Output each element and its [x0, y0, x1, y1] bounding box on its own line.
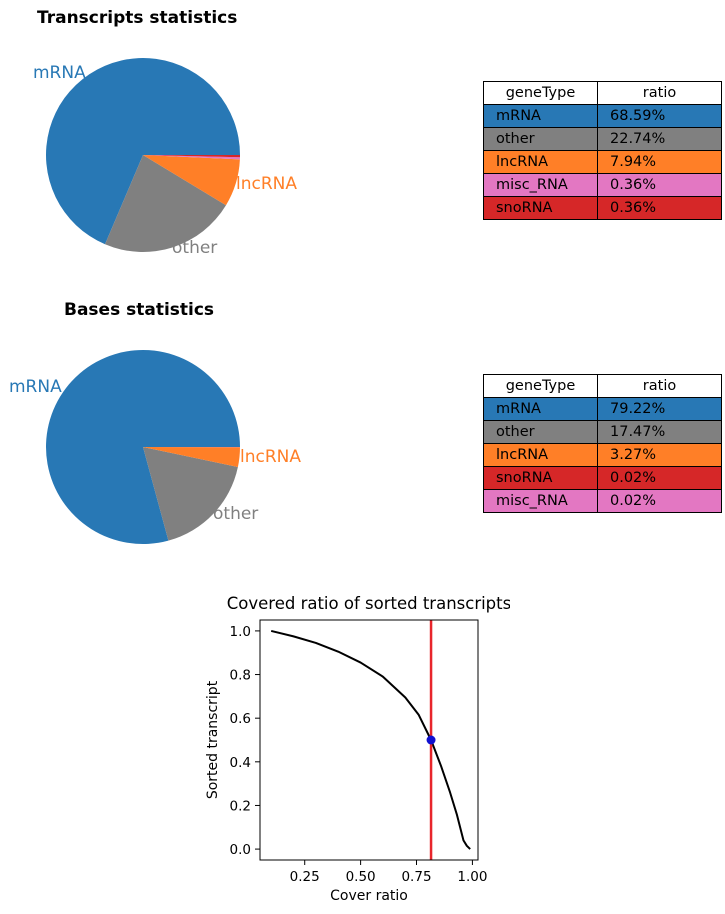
- table-row: other 17.47%: [483, 420, 722, 444]
- table-row: mRNA 68.59%: [483, 104, 722, 128]
- median-marker-point: [426, 735, 436, 745]
- x-tick-label: 0.25: [290, 869, 320, 885]
- gene-type-cell: mRNA: [483, 104, 598, 128]
- table-row: misc_RNA 0.36%: [483, 173, 722, 197]
- pie-label-lncrna: lncRNA: [236, 174, 297, 194]
- y-tick-label: 1.0: [230, 624, 251, 640]
- sorted-transcript-line: [270, 629, 471, 850]
- pie-slice-other: [105, 155, 226, 252]
- x-tick-label: 1.00: [457, 869, 487, 885]
- table-row: snoRNA 0.36%: [483, 196, 722, 220]
- table-header-ratio: ratio: [597, 374, 722, 398]
- x-tick-label: 0.50: [346, 869, 376, 885]
- table-row: other 22.74%: [483, 127, 722, 151]
- gene-type-cell: misc_RNA: [483, 173, 598, 197]
- table-header-genetype: geneType: [483, 374, 598, 398]
- y-tick-label: 0.2: [230, 798, 251, 814]
- ratio-cell: 0.36%: [597, 196, 722, 220]
- y-tick-label: 0.6: [230, 711, 251, 727]
- ratio-cell: 7.94%: [597, 150, 722, 174]
- transcripts-pie-chart: mRNA other lncRNA: [33, 57, 297, 258]
- table-row: lncRNA 3.27%: [483, 443, 722, 467]
- covered-ratio-line-chart: Covered ratio of sorted transcripts 0.25 0…: [205, 594, 510, 904]
- pie-slice-lncrna: [143, 155, 240, 206]
- y-tick-label: 0.8: [230, 668, 251, 684]
- pie-slice-lncrna: [143, 447, 240, 468]
- y-axis-label: Sorted transcript: [205, 680, 221, 799]
- gene-type-cell: lncRNA: [483, 443, 598, 467]
- table-header-genetype: geneType: [483, 81, 598, 105]
- y-tick-label: 0.0: [230, 842, 251, 858]
- ratio-cell: 22.74%: [597, 127, 722, 151]
- pie-label-lncrna: lncRNA: [240, 447, 301, 467]
- x-tick-label: 0.75: [401, 869, 431, 885]
- pie-label-other: other: [172, 238, 217, 258]
- bases-pie-chart: mRNA other lncRNA: [9, 350, 301, 544]
- pie-slice-mrna: [45, 57, 240, 245]
- pie-label-other: other: [213, 504, 258, 524]
- transcripts-table: geneType ratio mRNA 68.59% other 22.74% lncRNA…: [483, 81, 722, 220]
- axes-frame: [259, 619, 479, 861]
- ratio-cell: 0.02%: [597, 466, 722, 490]
- pie-label-mrna: mRNA: [33, 63, 86, 83]
- pie-slice-misc-rna: [143, 155, 240, 160]
- table-header-row: geneType ratio: [483, 81, 722, 105]
- ratio-cell: 17.47%: [597, 420, 722, 444]
- table-header-row: geneType ratio: [483, 374, 722, 398]
- table-row: lncRNA 7.94%: [483, 150, 722, 174]
- gene-type-cell: snoRNA: [483, 466, 598, 490]
- x-axis-label: Cover ratio: [330, 888, 408, 904]
- gene-type-cell: mRNA: [483, 397, 598, 421]
- gene-type-cell: snoRNA: [483, 196, 598, 220]
- gene-type-cell: misc_RNA: [483, 489, 598, 513]
- y-tick-label: 0.4: [230, 755, 251, 771]
- gene-type-cell: other: [483, 127, 598, 151]
- ratio-cell: 0.02%: [597, 489, 722, 513]
- gene-type-cell: other: [483, 420, 598, 444]
- gene-type-cell: lncRNA: [483, 150, 598, 174]
- table-row: misc_RNA 0.02%: [483, 489, 722, 513]
- pie-label-mrna: mRNA: [9, 377, 62, 397]
- ratio-cell: 3.27%: [597, 443, 722, 467]
- pie-slice-other: [143, 447, 238, 541]
- ratio-cell: 68.59%: [597, 104, 722, 128]
- table-row: snoRNA 0.02%: [483, 466, 722, 490]
- pie2-title: Bases statistics: [64, 300, 215, 320]
- line-chart-title: Covered ratio of sorted transcripts: [227, 594, 510, 613]
- table-header-ratio: ratio: [597, 81, 722, 105]
- ratio-cell: 79.22%: [597, 397, 722, 421]
- pie1-title: Transcripts statistics: [37, 8, 238, 28]
- ratio-cell: 0.36%: [597, 173, 722, 197]
- table-row: mRNA 79.22%: [483, 397, 722, 421]
- bases-table: geneType ratio mRNA 79.22% other 17.47% lncRNA…: [483, 374, 722, 513]
- pie-slice-snorna: [143, 155, 240, 158]
